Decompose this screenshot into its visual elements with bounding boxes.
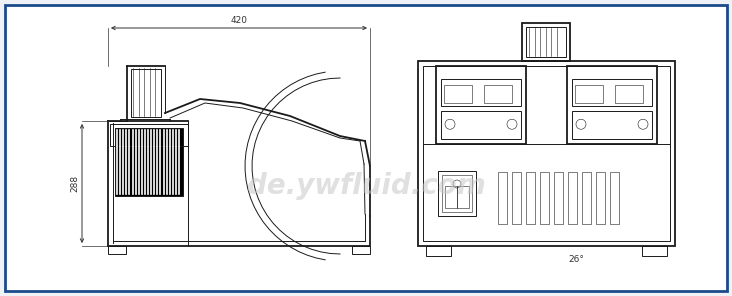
Bar (554, 172, 563, 224)
Bar (522, 23, 570, 61)
Bar (575, 85, 603, 103)
Bar (572, 111, 652, 139)
Bar (610, 172, 619, 224)
Bar (418, 61, 675, 246)
Bar (441, 79, 521, 106)
Bar (441, 111, 521, 139)
Bar (568, 172, 577, 224)
Bar (423, 66, 670, 241)
Bar (642, 246, 667, 256)
Bar (444, 85, 472, 103)
Bar (115, 128, 183, 196)
Bar (457, 186, 469, 208)
Bar (526, 172, 535, 224)
Bar (498, 172, 507, 224)
Bar (131, 69, 161, 117)
Bar (615, 85, 643, 103)
Bar (596, 172, 605, 224)
Bar (582, 172, 591, 224)
Bar (110, 124, 188, 146)
Bar (572, 79, 652, 106)
Bar (438, 171, 476, 216)
Text: 288: 288 (70, 175, 79, 192)
Bar (567, 66, 657, 144)
Bar (426, 246, 451, 256)
Bar (352, 246, 370, 254)
Bar (442, 175, 472, 212)
Bar (540, 172, 549, 224)
Text: de.ywfluid.com: de.ywfluid.com (247, 172, 485, 200)
Bar (445, 186, 457, 208)
Text: 26°: 26° (568, 255, 584, 265)
Bar (484, 85, 512, 103)
Bar (526, 27, 566, 57)
Bar (108, 246, 126, 254)
Text: 420: 420 (231, 16, 247, 25)
Bar (512, 172, 521, 224)
Bar (436, 66, 526, 144)
